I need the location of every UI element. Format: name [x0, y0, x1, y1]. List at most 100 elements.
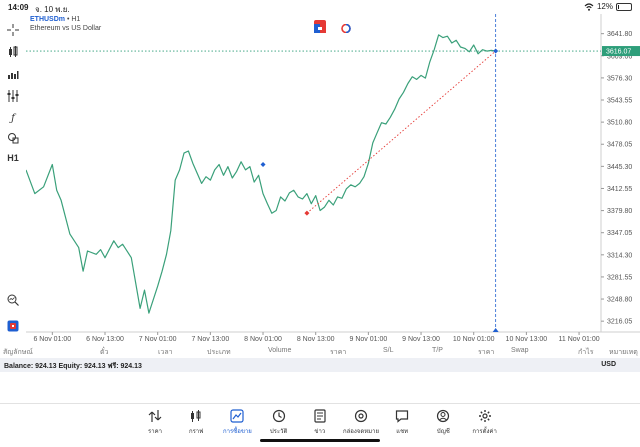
y-tick-label: 3314.30: [607, 252, 632, 259]
status-right: 12%: [584, 2, 632, 11]
nav-item-mailbox[interactable]: กล่องจดหมาย: [340, 409, 382, 436]
status-time: 14:09: [8, 3, 29, 12]
x-tick-label: 9 Nov 13:00: [402, 336, 440, 343]
nav-item-label: ข่าว: [314, 429, 326, 435]
chart-toolbar: ƒ H1: [0, 14, 26, 332]
chart-symbol: ETHUSDm: [30, 16, 66, 23]
y-tick-label: 3281.55: [607, 274, 632, 281]
settings-sliders-icon[interactable]: [4, 88, 22, 104]
nav-item-quotes[interactable]: ราคา: [134, 409, 176, 436]
one-click-trading-icon[interactable]: [4, 318, 22, 334]
account-summary-bar: Balance: 924.13 Equity: 924.13 ฟรี: 924.…: [0, 358, 640, 372]
x-tick-label: 8 Nov 01:00: [244, 336, 282, 343]
crosshair-icon[interactable]: [4, 22, 22, 38]
shapes-icon[interactable]: [4, 130, 22, 146]
x-tick-label: 6 Nov 13:00: [86, 336, 124, 343]
y-tick-label: 3248.80: [607, 297, 632, 304]
one-click-toggle-icon[interactable]: [340, 20, 352, 34]
nav-item-news[interactable]: ข่าว: [299, 409, 341, 436]
battery-percent: 12%: [596, 2, 613, 11]
zoom-icon[interactable]: [4, 292, 22, 308]
x-tick-label: 11 Nov 01:00: [558, 336, 599, 343]
wifi-icon: [584, 2, 594, 11]
status-bar: 14:09 จ. 10 พ.ย. 12%: [0, 0, 640, 14]
candles-icon: [175, 409, 217, 423]
chart-header: ETHUSDm • H1 Ethereum vs US Dollar: [30, 15, 101, 33]
price-series-line: [25, 34, 496, 314]
y-tick-label: 3478.05: [607, 142, 632, 149]
history-icon: [258, 409, 300, 423]
column-header: Swap: [511, 347, 529, 354]
trade-icon: [216, 409, 258, 423]
nav-item-trade[interactable]: การซื้อขาย: [216, 409, 258, 436]
nav-item-history[interactable]: ประวัติ: [258, 409, 300, 436]
account-currency: USD: [601, 361, 616, 368]
price-chart[interactable]: 3641.80 3609.06 3576.30 3543.55 3510.80 3478.…: [25, 14, 640, 344]
y-tick-label: 3412.55: [607, 186, 632, 193]
nav-item-label: ราคา: [148, 429, 162, 435]
y-tick-label: 3576.30: [607, 75, 632, 82]
y-tick-label: 3543.55: [607, 98, 632, 105]
column-header: หมายเหตุ: [609, 349, 638, 356]
sell-quick-button[interactable]: [314, 20, 326, 33]
column-header: Volume: [268, 347, 292, 354]
nav-item-settings[interactable]: การตั้งค่า: [464, 409, 506, 436]
x-tick-label: 10 Nov 01:00: [453, 336, 495, 343]
timeframe-button[interactable]: H1: [7, 153, 19, 163]
x-tick-label: 7 Nov 01:00: [139, 336, 177, 343]
column-header: ประเภท: [207, 349, 231, 356]
nav-item-label: แชท: [396, 429, 409, 435]
nav-item-label: กราฟ: [188, 429, 204, 435]
x-tick-label: 8 Nov 13:00: [297, 336, 335, 343]
column-header: สัญลักษณ์: [3, 349, 33, 356]
column-header: เวลา: [158, 349, 173, 356]
function-icon[interactable]: ƒ: [11, 112, 15, 124]
chat-icon: [381, 409, 423, 423]
y-tick-label: 3609.06: [607, 53, 632, 60]
y-tick-label: 3379.80: [607, 208, 632, 215]
chart-description: Ethereum vs US Dollar: [30, 25, 102, 32]
y-tick-label: 3347.05: [607, 230, 632, 237]
mailbox-icon: [340, 409, 382, 423]
trade-table-header: สัญลักษณ์ ตั๋ว เวลา ประเภท Volume ราคา S/L T/P ร…: [0, 345, 640, 357]
column-header: ตั๋ว: [100, 349, 109, 356]
quotes-icon: [134, 409, 176, 423]
column-header: ราคา: [478, 349, 495, 356]
nav-item-account[interactable]: บัญชี: [422, 409, 464, 436]
battery-icon: [616, 2, 632, 11]
column-header: ราคา: [330, 349, 347, 356]
news-icon: [299, 409, 341, 423]
x-tick-label: 7 Nov 13:00: [191, 336, 229, 343]
current-price-tag: [602, 46, 640, 57]
column-header: T/P: [432, 347, 443, 354]
settings-icon: [464, 409, 506, 423]
y-tick-label: 3445.30: [607, 164, 632, 171]
indicators-icon[interactable]: [4, 66, 22, 82]
nav-item-chat[interactable]: แชท: [381, 409, 423, 436]
current-price-label: 3616.07: [606, 49, 631, 56]
column-header: กำไร: [578, 349, 594, 356]
account-summary: Balance: 924.13 Equity: 924.13 ฟรี: 924.…: [4, 363, 142, 370]
trade-marker: [304, 210, 310, 216]
account-icon: [422, 409, 464, 423]
y-tick-label: 3216.05: [607, 319, 632, 326]
y-tick-label: 3641.80: [607, 31, 632, 38]
status-date: จ. 10 พ.ย.: [35, 5, 70, 14]
nav-item-label: การตั้งค่า: [472, 429, 497, 435]
home-indicator: [260, 439, 380, 442]
chart-type-icon[interactable]: [4, 44, 22, 60]
x-tick-label: 9 Nov 01:00: [349, 336, 387, 343]
x-tick-label: 6 Nov 01:00: [33, 336, 71, 343]
nav-item-candles[interactable]: กราฟ: [175, 409, 217, 436]
y-tick-label: 3510.80: [607, 120, 632, 127]
nav-item-label: ประวัติ: [269, 429, 288, 435]
nav-item-label: การซื้อขาย: [222, 429, 252, 435]
crosshair-marker: [492, 328, 499, 332]
column-header: S/L: [383, 347, 394, 354]
trade-marker: [260, 162, 266, 168]
chart-area[interactable]: 3641.80 3609.06 3576.30 3543.55 3510.80 3478.…: [25, 14, 640, 344]
nav-item-label: บัญชี: [436, 429, 450, 435]
chart-timeframe: • H1: [66, 16, 81, 23]
battery-fill: [618, 4, 619, 9]
